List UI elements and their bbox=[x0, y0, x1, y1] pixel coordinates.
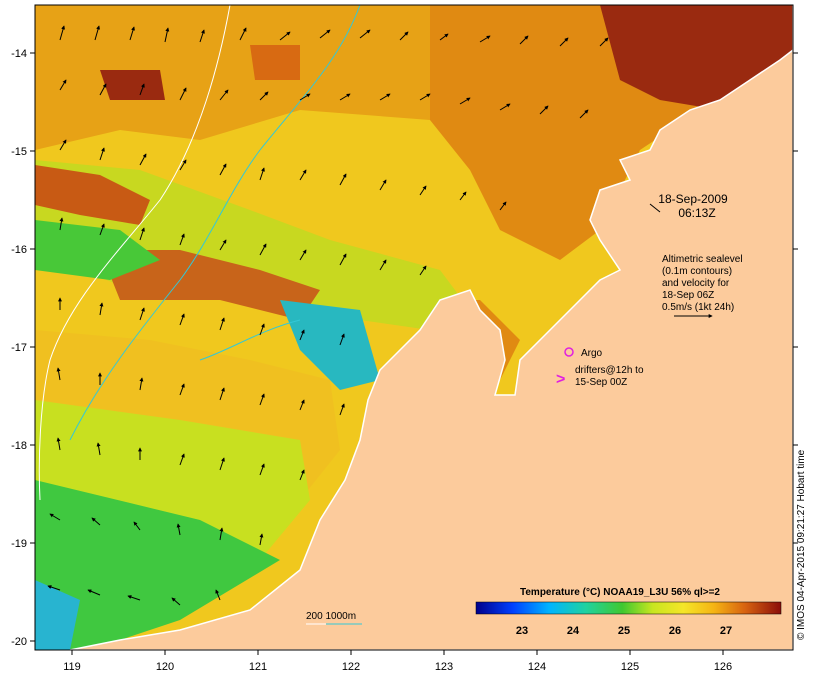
x-tick: 120 bbox=[156, 661, 174, 673]
altimetry-line: 0.5m/s (1kt 24h) bbox=[662, 302, 734, 313]
axis-ticks bbox=[30, 52, 798, 655]
date-label: 18-Sep-2009 bbox=[658, 192, 728, 206]
sst-hot-patch bbox=[100, 70, 165, 100]
altimetry-line: (0.1m contours) bbox=[662, 266, 732, 277]
y-axis-labels: -14 -15 -16 -17 -18 -19 -20 bbox=[11, 48, 27, 648]
colorbar-tick: 25 bbox=[618, 625, 630, 637]
time-label: 06:13Z bbox=[678, 206, 715, 220]
y-tick: -17 bbox=[11, 342, 27, 354]
altimetry-line: 18-Sep 06Z bbox=[662, 290, 714, 301]
sst-band-west bbox=[35, 165, 150, 225]
land-australia bbox=[69, 5, 793, 650]
sst-cyan-patch bbox=[280, 300, 380, 390]
y-tick: -19 bbox=[11, 538, 27, 550]
altimetry-note: Altimetric sealevel (0.1m contours) and … bbox=[662, 254, 743, 318]
colorbar-tick: 27 bbox=[720, 625, 732, 637]
argo-label: Argo bbox=[581, 348, 603, 359]
sst-warm-north bbox=[35, 5, 430, 150]
plot-frame bbox=[34, 4, 794, 651]
drifters-line: drifters@12h to bbox=[575, 365, 644, 376]
altimetry-line: Altimetric sealevel bbox=[662, 254, 743, 265]
date-pointer bbox=[649, 203, 661, 213]
x-tick: 126 bbox=[714, 661, 732, 673]
sst-green-south bbox=[35, 480, 280, 650]
isobath-label: 200 1000m bbox=[306, 611, 356, 622]
velocity-arrows bbox=[47, 25, 609, 606]
isobath-1000m bbox=[69, 5, 361, 441]
x-tick: 121 bbox=[249, 661, 267, 673]
colorbar-tick: 24 bbox=[567, 625, 580, 637]
colorbar-title: Temperature (°C) NOAA19_L3U 56% ql>=2 bbox=[520, 587, 720, 598]
y-tick: -15 bbox=[11, 146, 27, 158]
y-tick: -18 bbox=[11, 440, 27, 452]
argo-icon bbox=[564, 347, 574, 357]
x-tick: 119 bbox=[63, 661, 81, 673]
sst-hot-patch-2 bbox=[250, 45, 300, 80]
isobath-1000m-b bbox=[199, 319, 301, 361]
colorbar-ticks: 23 24 25 26 27 bbox=[516, 625, 732, 637]
drifters-line: 15-Sep 00Z bbox=[575, 377, 627, 388]
y-tick: -14 bbox=[11, 48, 27, 60]
colorbar bbox=[475, 601, 782, 615]
x-axis-labels: 119 120 121 122 123 124 125 126 bbox=[63, 661, 732, 673]
sst-band-mid bbox=[100, 250, 320, 320]
sst-cyan-south bbox=[35, 580, 80, 650]
isobath-200m bbox=[38, 5, 231, 501]
x-tick: 123 bbox=[435, 661, 453, 673]
colorbar-tick: 23 bbox=[516, 625, 528, 637]
y-tick: -16 bbox=[11, 244, 27, 256]
sst-green-west bbox=[35, 220, 160, 280]
credit-text: © IMOS 04-Apr-2015 09:21:27 Hobart time bbox=[796, 449, 807, 640]
y-tick: -20 bbox=[11, 636, 27, 648]
altimetry-line: and velocity for bbox=[662, 278, 730, 289]
x-tick: 124 bbox=[528, 661, 546, 673]
drifter-icon: > bbox=[556, 371, 565, 388]
x-tick: 125 bbox=[621, 661, 639, 673]
x-tick: 122 bbox=[342, 661, 360, 673]
colorbar-tick: 26 bbox=[669, 625, 681, 637]
